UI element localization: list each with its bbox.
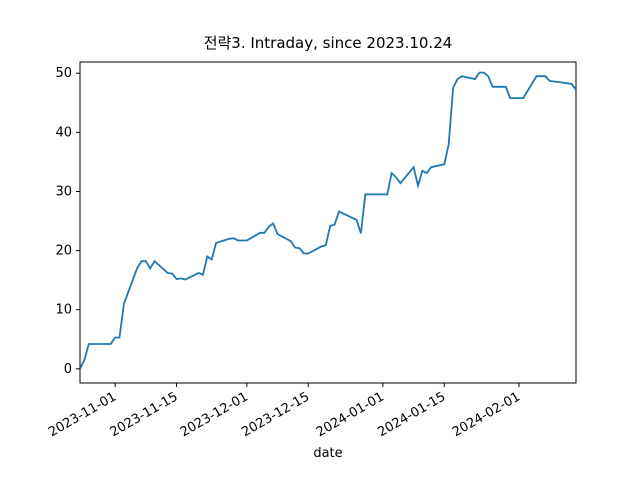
x-tick-label: 2024-01-15 [375, 389, 448, 440]
y-tick-label: 10 [55, 303, 72, 318]
x-tick-label: 2023-12-01 [178, 389, 251, 440]
x-tick-label: 2023-11-15 [108, 389, 181, 440]
y-tick-label: 40 [55, 125, 72, 140]
chart-title: 전략3. Intraday, since 2023.10.24 [204, 34, 453, 52]
x-tick-label: 2024-02-01 [450, 389, 523, 440]
data-line [80, 71, 576, 370]
y-tick-label: 50 [55, 66, 72, 81]
plot-frame [79, 61, 577, 384]
x-tick-label: 2023-12-15 [239, 389, 312, 440]
x-tick-label: 2023-11-01 [46, 389, 119, 440]
y-tick-label: 30 [55, 184, 72, 199]
y-tick-label: 0 [64, 362, 72, 377]
y-tick-label: 20 [55, 244, 72, 259]
x-axis-label: date [313, 446, 342, 461]
x-tick-label: 2024-01-01 [314, 389, 387, 440]
